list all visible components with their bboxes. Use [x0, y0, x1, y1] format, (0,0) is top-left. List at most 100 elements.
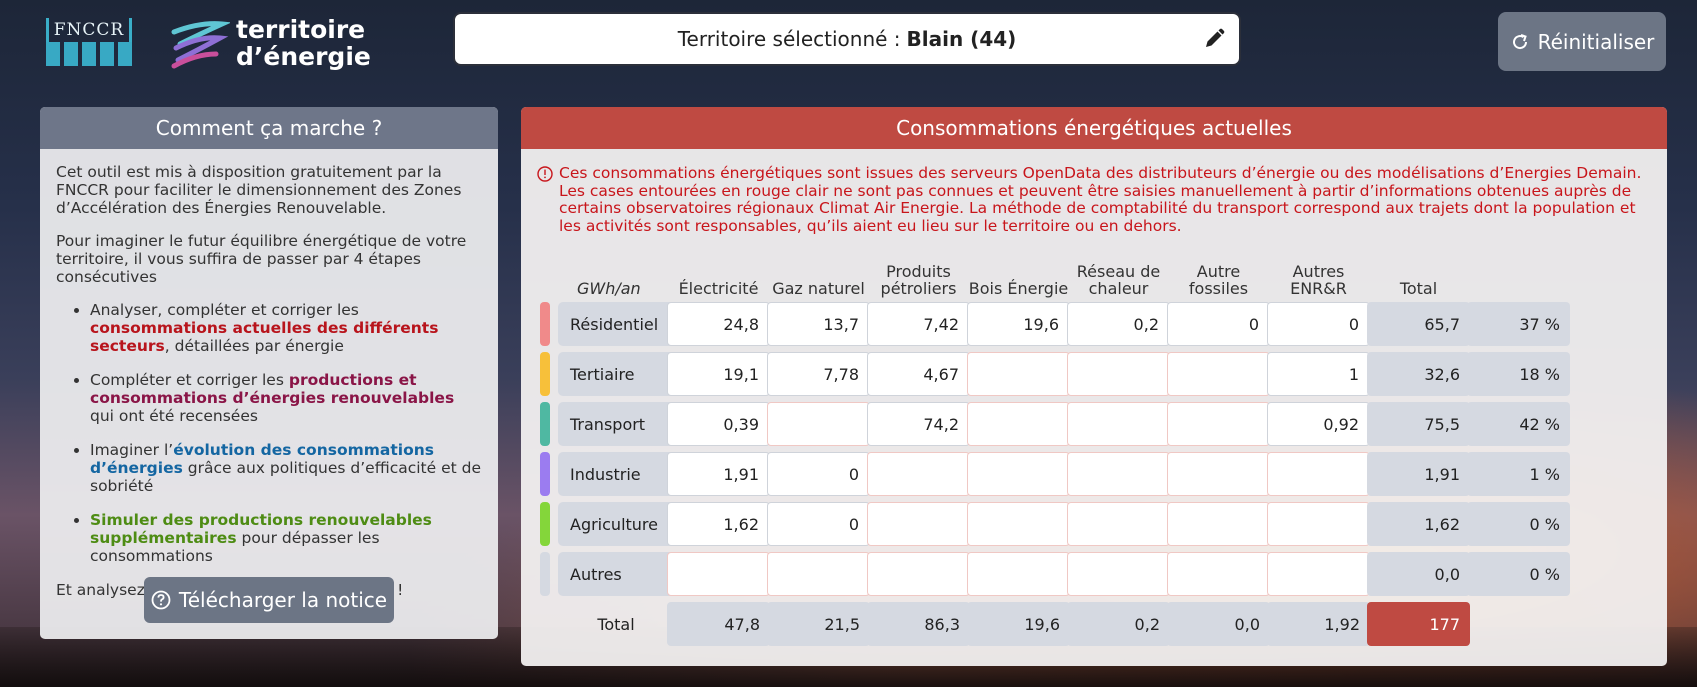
value-input[interactable] [1067, 352, 1170, 396]
row-share: 0 % [1467, 552, 1570, 596]
column-total: 1,92 [1267, 602, 1370, 646]
value-input[interactable] [967, 352, 1070, 396]
sector-label: Tertiaire [558, 352, 674, 396]
column-total: 47,8 [667, 602, 770, 646]
reset-button[interactable]: Réinitialiser [1498, 12, 1666, 71]
value-input[interactable] [867, 552, 970, 596]
row-total: 65,7 [1367, 302, 1470, 346]
value-input[interactable] [1267, 552, 1370, 596]
consumption-notice: Ces consommations énergétiques sont issu… [537, 164, 1657, 235]
value-input[interactable]: 24,8 [667, 302, 770, 346]
step-item: Compléter et corriger les productions et… [90, 371, 482, 425]
row-share: 18 % [1467, 352, 1570, 396]
column-total: 0,2 [1067, 602, 1170, 646]
step-item: Analyser, compléter et corriger les cons… [90, 301, 482, 355]
download-notice-label: Télécharger la notice [178, 588, 388, 612]
row-total: 1,91 [1367, 452, 1470, 496]
value-input[interactable] [1267, 502, 1370, 546]
column-header: Gaz naturel [772, 279, 865, 298]
column-header: Autres ENR&R [1290, 262, 1347, 298]
notice-text: Ces consommations énergétiques sont issu… [559, 164, 1642, 235]
fnccr-logo: FNCCR [46, 18, 132, 66]
value-input[interactable]: 0 [767, 502, 870, 546]
unit-header: GWh/an [577, 279, 641, 298]
value-input[interactable] [967, 502, 1070, 546]
sector-color-bar [540, 552, 550, 596]
row-share: 42 % [1467, 402, 1570, 446]
column-header: Bois Énergie [968, 279, 1069, 298]
column-header: Autre fossiles [1188, 262, 1249, 298]
row-share: 37 % [1467, 302, 1570, 346]
refresh-icon [1512, 33, 1527, 49]
territory-label: Territoire sélectionné : [677, 27, 901, 51]
value-input[interactable] [767, 402, 870, 446]
brand-line-1: territoire [236, 15, 366, 44]
value-input[interactable] [667, 552, 770, 596]
brand-line-2: d’énergie [236, 42, 371, 71]
download-notice-button[interactable]: Télécharger la notice [144, 577, 394, 623]
value-input[interactable] [1067, 452, 1170, 496]
value-input[interactable]: 1 [1267, 352, 1370, 396]
value-input[interactable] [1167, 502, 1270, 546]
step-item: Imaginer l’évolution des consommations d… [90, 441, 482, 495]
sector-color-bar [540, 452, 550, 496]
sector-label: Agriculture [558, 502, 674, 546]
row-share: 1 % [1467, 452, 1570, 496]
column-total: 21,5 [767, 602, 870, 646]
value-input[interactable]: 7,42 [867, 302, 970, 346]
value-input[interactable] [1067, 502, 1170, 546]
value-input[interactable]: 74,2 [867, 402, 970, 446]
column-header: Total [1399, 279, 1438, 298]
value-input[interactable]: 7,78 [767, 352, 870, 396]
swirl-logo-icon [171, 21, 230, 69]
how-it-works-panel: Comment ça marche ? Cet outil est mis à … [40, 107, 498, 639]
value-input[interactable] [1167, 452, 1270, 496]
row-total: 1,62 [1367, 502, 1470, 546]
value-input[interactable]: 0 [767, 452, 870, 496]
value-input[interactable]: 0 [1167, 302, 1270, 346]
sector-color-bar [540, 302, 550, 346]
value-input[interactable] [1167, 402, 1270, 446]
value-input[interactable] [967, 402, 1070, 446]
intro-text-2: Pour imaginer le futur équilibre énergét… [56, 232, 467, 286]
territoire-energie-logo: territoire d’énergie [166, 15, 371, 76]
step-item: Simuler des productions renouvelables su… [90, 511, 482, 565]
territory-name: Blain (44) [906, 27, 1017, 51]
sector-color-bar [540, 352, 550, 396]
sector-label: Transport [558, 402, 674, 446]
column-header: Électricité [678, 279, 759, 298]
value-input[interactable]: 19,1 [667, 352, 770, 396]
pencil-icon[interactable] [1203, 28, 1225, 55]
value-input[interactable] [1167, 352, 1270, 396]
row-total: 32,6 [1367, 352, 1470, 396]
value-input[interactable]: 13,7 [767, 302, 870, 346]
how-it-works-title: Comment ça marche ? [40, 107, 498, 149]
column-total: 86,3 [867, 602, 970, 646]
value-input[interactable] [1067, 552, 1170, 596]
value-input[interactable]: 0,39 [667, 402, 770, 446]
value-input[interactable]: 4,67 [867, 352, 970, 396]
value-input[interactable]: 0,2 [1067, 302, 1170, 346]
column-total: 19,6 [967, 602, 1070, 646]
value-input[interactable]: 0 [1267, 302, 1370, 346]
fnccr-logo-text: FNCCR [46, 18, 132, 42]
help-circle-icon [151, 590, 171, 610]
value-input[interactable]: 0,92 [1267, 402, 1370, 446]
value-input[interactable] [1067, 402, 1170, 446]
value-input[interactable]: 1,91 [667, 452, 770, 496]
value-input[interactable] [867, 452, 970, 496]
reset-label: Réinitialiser [1537, 29, 1655, 54]
value-input[interactable] [767, 552, 870, 596]
value-input[interactable] [1167, 552, 1270, 596]
value-input[interactable]: 1,62 [667, 502, 770, 546]
value-input[interactable] [967, 452, 1070, 496]
value-input[interactable] [1267, 452, 1370, 496]
consumption-panel: Consommations énergétiques actuelles Ces… [521, 107, 1667, 666]
value-input[interactable] [867, 502, 970, 546]
value-input[interactable] [967, 552, 1070, 596]
value-input[interactable]: 19,6 [967, 302, 1070, 346]
row-share: 0 % [1467, 502, 1570, 546]
sector-label: Résidentiel [558, 302, 674, 346]
territory-selector[interactable]: Territoire sélectionné : Blain (44) [453, 12, 1241, 66]
column-header: Produits pétroliers [880, 262, 957, 298]
